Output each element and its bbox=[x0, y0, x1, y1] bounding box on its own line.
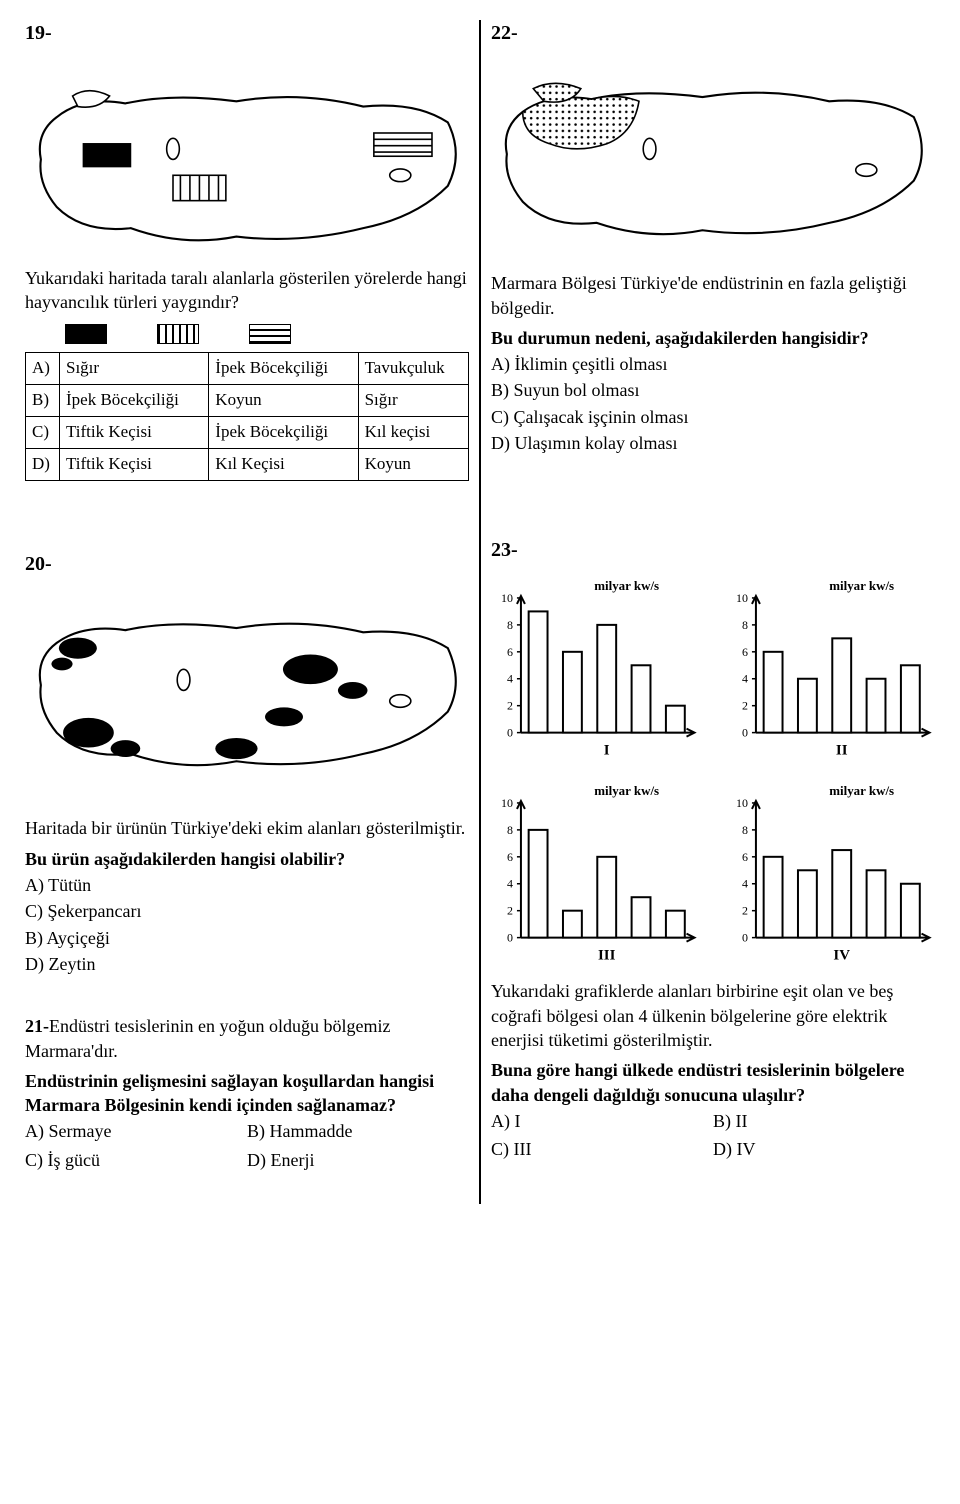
chart-II: milyar kw/s 0 2 4 6 8 10 II bbox=[726, 576, 936, 761]
q21-text2: Endüstrinin gelişmesini sağlayan koşulla… bbox=[25, 1069, 469, 1118]
q19-options-table: A) Sığır İpek Böcekçiliği Tavukçuluk B) … bbox=[25, 352, 469, 481]
svg-text:4: 4 bbox=[507, 877, 513, 891]
svg-text:milyar kw/s: milyar kw/s bbox=[829, 783, 894, 798]
svg-text:10: 10 bbox=[735, 591, 747, 605]
table-row: D) Tiftik Keçisi Kıl Keçisi Koyun bbox=[26, 449, 469, 481]
svg-text:2: 2 bbox=[741, 699, 747, 713]
svg-text:10: 10 bbox=[501, 591, 513, 605]
question-20: 20- Haritada bir ürünün Türkiye'deki eki… bbox=[25, 551, 469, 978]
svg-text:8: 8 bbox=[741, 618, 747, 632]
svg-text:4: 4 bbox=[741, 672, 747, 686]
option: C) Çalışacak işçinin olması bbox=[491, 405, 935, 429]
option: C) Şekerpancarı bbox=[25, 899, 469, 923]
svg-text:6: 6 bbox=[507, 850, 513, 864]
option: A) İklimin çeşitli olması bbox=[491, 352, 935, 376]
svg-text:0: 0 bbox=[507, 726, 513, 740]
chart-III: milyar kw/s 0 2 4 6 8 10 III bbox=[491, 781, 701, 966]
question-22: 22- Marmara Bölgesi Türkiye'de endüstrin… bbox=[491, 20, 935, 457]
svg-text:milyar kw/s: milyar kw/s bbox=[594, 578, 659, 593]
svg-text:4: 4 bbox=[741, 877, 747, 891]
option: B) II bbox=[713, 1109, 935, 1133]
q21-options: A) Sermaye B) Hammadde C) İş gücü D) Ene… bbox=[25, 1117, 469, 1174]
svg-text:8: 8 bbox=[507, 618, 513, 632]
question-23: 23- milyar kw/s 0 2 4 6 8 10 I milyar kw/s 0 2 4 6 8… bbox=[491, 537, 935, 1163]
svg-text:0: 0 bbox=[741, 726, 747, 740]
table-row: B) İpek Böcekçiliği Koyun Sığır bbox=[26, 385, 469, 417]
svg-text:II: II bbox=[835, 743, 847, 759]
svg-text:2: 2 bbox=[507, 699, 513, 713]
svg-text:III: III bbox=[598, 947, 616, 963]
q22-number: 22- bbox=[491, 20, 935, 47]
svg-text:milyar kw/s: milyar kw/s bbox=[829, 578, 894, 593]
option: D) IV bbox=[713, 1137, 935, 1161]
table-row: A) Sığır İpek Böcekçiliği Tavukçuluk bbox=[26, 353, 469, 385]
svg-text:milyar kw/s: milyar kw/s bbox=[594, 783, 659, 798]
legend-vstripe-icon bbox=[157, 324, 199, 344]
svg-text:8: 8 bbox=[507, 823, 513, 837]
q19-number: 19- bbox=[25, 20, 469, 47]
q22-map bbox=[491, 59, 935, 249]
option: A) Sermaye bbox=[25, 1119, 247, 1143]
option: D) Ulaşımın kolay olması bbox=[491, 431, 935, 455]
q19-legend bbox=[65, 324, 469, 344]
chart-IV: milyar kw/s 0 2 4 6 8 10 IV bbox=[726, 781, 936, 966]
svg-text:IV: IV bbox=[833, 947, 850, 963]
q20-text2: Bu ürün aşağıdakilerden hangisi olabilir… bbox=[25, 847, 469, 871]
svg-text:6: 6 bbox=[741, 850, 747, 864]
svg-text:4: 4 bbox=[507, 672, 513, 686]
q20-map bbox=[25, 590, 469, 780]
q19-text: Yukarıdaki haritada taralı alanlarla gös… bbox=[25, 266, 469, 315]
option: C) İş gücü bbox=[25, 1148, 247, 1172]
svg-text:6: 6 bbox=[741, 645, 747, 659]
option: D) Enerji bbox=[247, 1148, 469, 1172]
legend-hstripe-icon bbox=[249, 324, 291, 344]
column-divider bbox=[479, 20, 481, 1204]
q22-options: A) İklimin çeşitli olması B) Suyun bol o… bbox=[491, 352, 935, 455]
q22-text2: Bu durumun nedeni, aşağıdakilerden hangi… bbox=[491, 326, 935, 350]
option: A) I bbox=[491, 1109, 713, 1133]
option: B) Ayçiçeği bbox=[25, 926, 469, 950]
q20-number: 20- bbox=[25, 551, 469, 578]
chart-I: milyar kw/s 0 2 4 6 8 10 I bbox=[491, 576, 701, 761]
svg-text:10: 10 bbox=[501, 796, 513, 810]
q23-text1: Yukarıdaki grafiklerde alanları birbirin… bbox=[491, 979, 935, 1052]
svg-text:0: 0 bbox=[741, 931, 747, 945]
svg-text:10: 10 bbox=[735, 796, 747, 810]
q23-options: A) I B) II C) III D) IV bbox=[491, 1107, 935, 1164]
option: B) Hammadde bbox=[247, 1119, 469, 1143]
q19-map bbox=[25, 59, 469, 260]
q21-text1: 21-Endüstri tesislerinin en yoğun olduğu… bbox=[25, 1014, 469, 1063]
svg-text:2: 2 bbox=[507, 904, 513, 918]
svg-text:I: I bbox=[604, 743, 610, 759]
question-19: 19- bbox=[25, 20, 469, 481]
option: B) Suyun bol olması bbox=[491, 378, 935, 402]
option: D) Zeytin bbox=[25, 952, 469, 976]
svg-text:8: 8 bbox=[741, 823, 747, 837]
svg-text:6: 6 bbox=[507, 645, 513, 659]
left-column: 19- bbox=[25, 20, 469, 1204]
q22-text1: Marmara Bölgesi Türkiye'de endüstrinin e… bbox=[491, 271, 935, 320]
svg-text:0: 0 bbox=[507, 931, 513, 945]
right-column: 22- Marmara Bölgesi Türkiye'de endüstrin… bbox=[491, 20, 935, 1204]
q23-number: 23- bbox=[491, 537, 935, 564]
q23-text2: Buna göre hangi ülkede endüstri tesisler… bbox=[491, 1058, 935, 1107]
svg-text:2: 2 bbox=[741, 904, 747, 918]
q20-text1: Haritada bir ürünün Türkiye'deki ekim al… bbox=[25, 816, 469, 840]
legend-solid-icon bbox=[65, 324, 107, 344]
table-row: C) Tiftik Keçisi İpek Böcekçiliği Kıl ke… bbox=[26, 417, 469, 449]
q23-chart-grid: milyar kw/s 0 2 4 6 8 10 I milyar kw/s 0 2 4 6 8 10 II… bbox=[491, 576, 935, 965]
q20-options: A) Tütün C) Şekerpancarı B) Ayçiçeği D) … bbox=[25, 873, 469, 976]
option: A) Tütün bbox=[25, 873, 469, 897]
option: C) III bbox=[491, 1137, 713, 1161]
question-21: 21-Endüstri tesislerinin en yoğun olduğu… bbox=[25, 1008, 469, 1174]
